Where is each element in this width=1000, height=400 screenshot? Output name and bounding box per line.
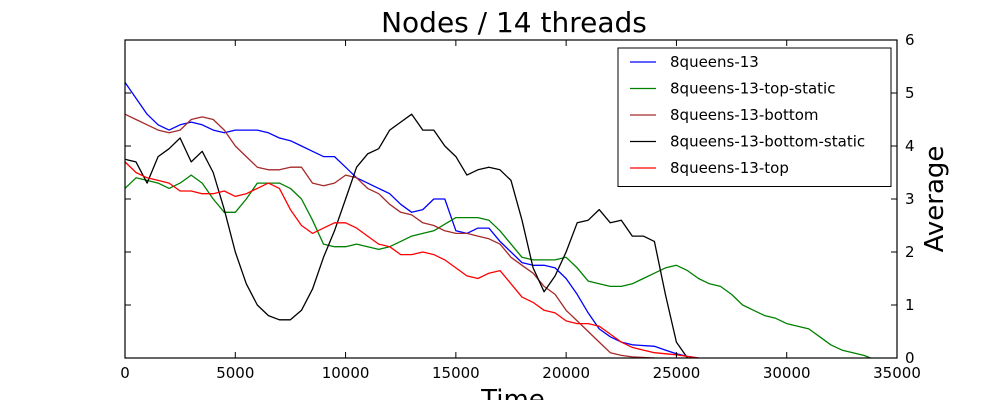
series-line-3	[124, 113, 655, 359]
series-line-2	[124, 174, 871, 359]
y-tick-label: 5	[905, 84, 915, 102]
y-tick-label: 1	[905, 296, 915, 314]
series-line-5	[124, 161, 699, 359]
legend-label-1: 8queens-13	[670, 53, 759, 71]
y-tick-label: 4	[905, 137, 915, 155]
series-line-4	[124, 113, 689, 359]
series-line-1	[124, 82, 699, 359]
x-tick-label: 20000	[542, 364, 590, 382]
legend-label-2: 8queens-13-top-static	[670, 80, 835, 98]
legend-label-4: 8queens-13-bottom-static	[670, 133, 865, 151]
x-tick-label: 30000	[763, 364, 811, 382]
x-tick-label: 15000	[432, 364, 480, 382]
legend-label-3: 8queens-13-bottom	[670, 106, 819, 124]
chart-title: Nodes / 14 threads	[381, 6, 647, 39]
legend: 8queens-13 8queens-13-top-static 8queens-1…	[617, 47, 892, 187]
x-axis-label: Time	[480, 385, 545, 400]
y-axis: 0 1 2 3 4 5 6	[125, 31, 915, 367]
x-tick-label: 25000	[653, 364, 701, 382]
x-tick-label: 5000	[216, 364, 254, 382]
x-tick-label: 10000	[322, 364, 370, 382]
y-axis-label: Average	[920, 146, 950, 253]
x-tick-label: 35000	[873, 364, 921, 382]
y-tick-label: 6	[905, 31, 915, 49]
y-tick-label: 0	[905, 349, 915, 367]
legend-label-5: 8queens-13-top	[670, 159, 789, 177]
legend-box	[617, 47, 892, 187]
x-axis: 0 5000 10000 15000 20000 25000 30000 35000	[120, 40, 921, 382]
y-tick-label: 2	[905, 243, 915, 261]
y-tick-label: 3	[905, 190, 915, 208]
x-tick-label: 0	[120, 364, 130, 382]
series-layer	[124, 82, 871, 359]
